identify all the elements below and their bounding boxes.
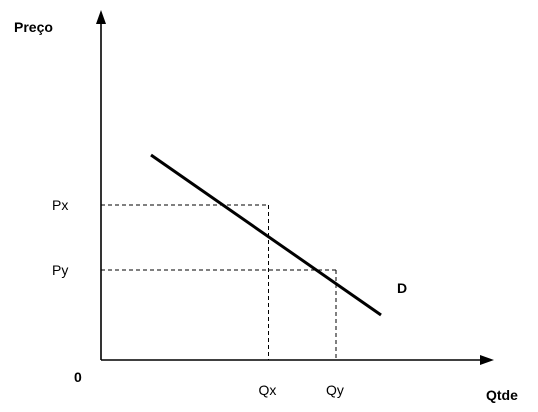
demand-curve-label: D [397,280,407,296]
py-tick-label: Py [52,262,68,278]
origin-label: 0 [74,369,82,385]
qy-tick-label: Qy [326,382,344,398]
qx-tick-label: Qx [259,382,277,398]
demand-curve [150,153,382,317]
y-axis-label: Preço [14,19,53,35]
x-axis-label: Qtde [486,387,518,403]
y-axis-arrow [96,10,106,24]
x-axis-arrow [480,355,494,365]
px-tick-label: Px [52,197,68,213]
